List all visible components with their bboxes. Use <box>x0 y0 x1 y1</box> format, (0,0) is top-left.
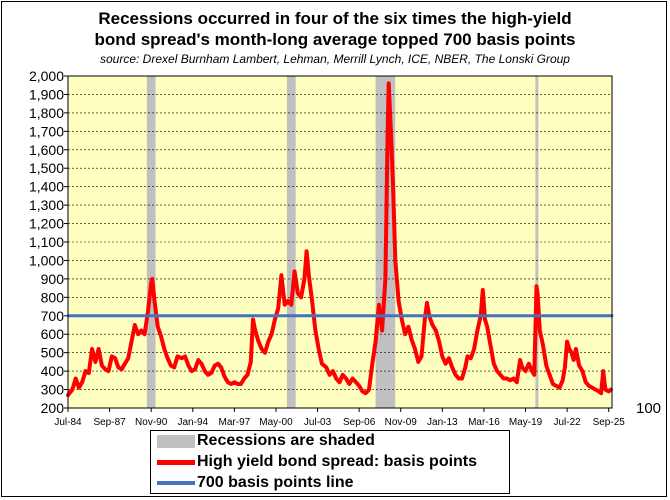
y-tick-label: 1,200 <box>29 216 64 232</box>
y-tick-label: 1,000 <box>29 252 64 268</box>
y-tick-label: 1,500 <box>29 160 64 176</box>
x-tick-label: Sep-87 <box>93 417 126 428</box>
y-tick-label: 1,600 <box>29 142 64 158</box>
x-tick-label: Jul-22 <box>553 417 581 428</box>
legend-swatch-recessions <box>157 434 195 448</box>
x-tick-label: Mar-97 <box>219 417 251 428</box>
plot-border <box>67 75 613 409</box>
x-tick-label: Jul-84 <box>54 417 82 428</box>
x-tick-label: Nov-09 <box>385 417 418 428</box>
series-line-high-yield-spread <box>66 81 613 398</box>
legend-label-recessions: Recessions are shaded <box>197 432 375 449</box>
title-line-1: Recessions occurred in four of the six t… <box>98 9 572 28</box>
y-tick-label: 1,800 <box>29 105 64 121</box>
x-tick-label: Mar-16 <box>468 417 500 428</box>
y-tick-label: 1,300 <box>29 197 64 213</box>
legend-item-spread: High yield bond spread: basis points <box>157 452 477 472</box>
x-tick-label: Jan-13 <box>427 417 458 428</box>
legend-item-recessions: Recessions are shaded <box>157 431 375 451</box>
y-tick-label: 800 <box>41 289 65 305</box>
y-tick-label: 700 <box>41 308 65 324</box>
x-tick-label: May-00 <box>259 417 293 428</box>
legend-item-700-line: 700 basis points line <box>157 473 354 493</box>
y-tick-label: 900 <box>41 271 65 287</box>
recession-band-2 <box>286 76 296 408</box>
legend-swatch-700-line <box>157 481 195 485</box>
x-tick-label: Nov-90 <box>135 417 168 428</box>
title-line-2: bond spread's month-long average topped … <box>94 30 576 49</box>
legend: Recessions are shaded High yield bond sp… <box>150 430 510 494</box>
legend-swatch-spread <box>157 459 195 465</box>
y-tick-label: 300 <box>41 382 65 398</box>
right-axis-label: 100 <box>636 400 661 417</box>
x-tick-label: May-19 <box>509 417 543 428</box>
x-tick-label: Jan-94 <box>177 417 208 428</box>
y-tick-label: 2,000 <box>29 68 64 84</box>
y-tick-label: 1,700 <box>29 123 64 139</box>
y-tick-label: 200 <box>41 400 65 416</box>
y-tick-label: 1,900 <box>29 86 64 102</box>
recession-band-1 <box>146 76 156 408</box>
y-tick-label: 500 <box>41 345 65 361</box>
legend-label-700-line: 700 basis points line <box>197 474 354 491</box>
chart-title: Recessions occurred in four of the six t… <box>0 8 670 50</box>
y-tick-label: 1,100 <box>29 234 64 250</box>
chart-subtitle: source: Drexel Burnham Lambert, Lehman, … <box>100 52 570 66</box>
x-tick-label: Sep-06 <box>343 417 376 428</box>
legend-label-spread: High yield bond spread: basis points <box>197 453 478 470</box>
x-tick-label: Sep-25 <box>593 417 626 428</box>
y-tick-label: 1,400 <box>29 179 64 195</box>
x-tick-label: Jul-03 <box>304 417 332 428</box>
y-tick-label: 400 <box>41 363 65 379</box>
y-tick-label: 600 <box>41 326 65 342</box>
